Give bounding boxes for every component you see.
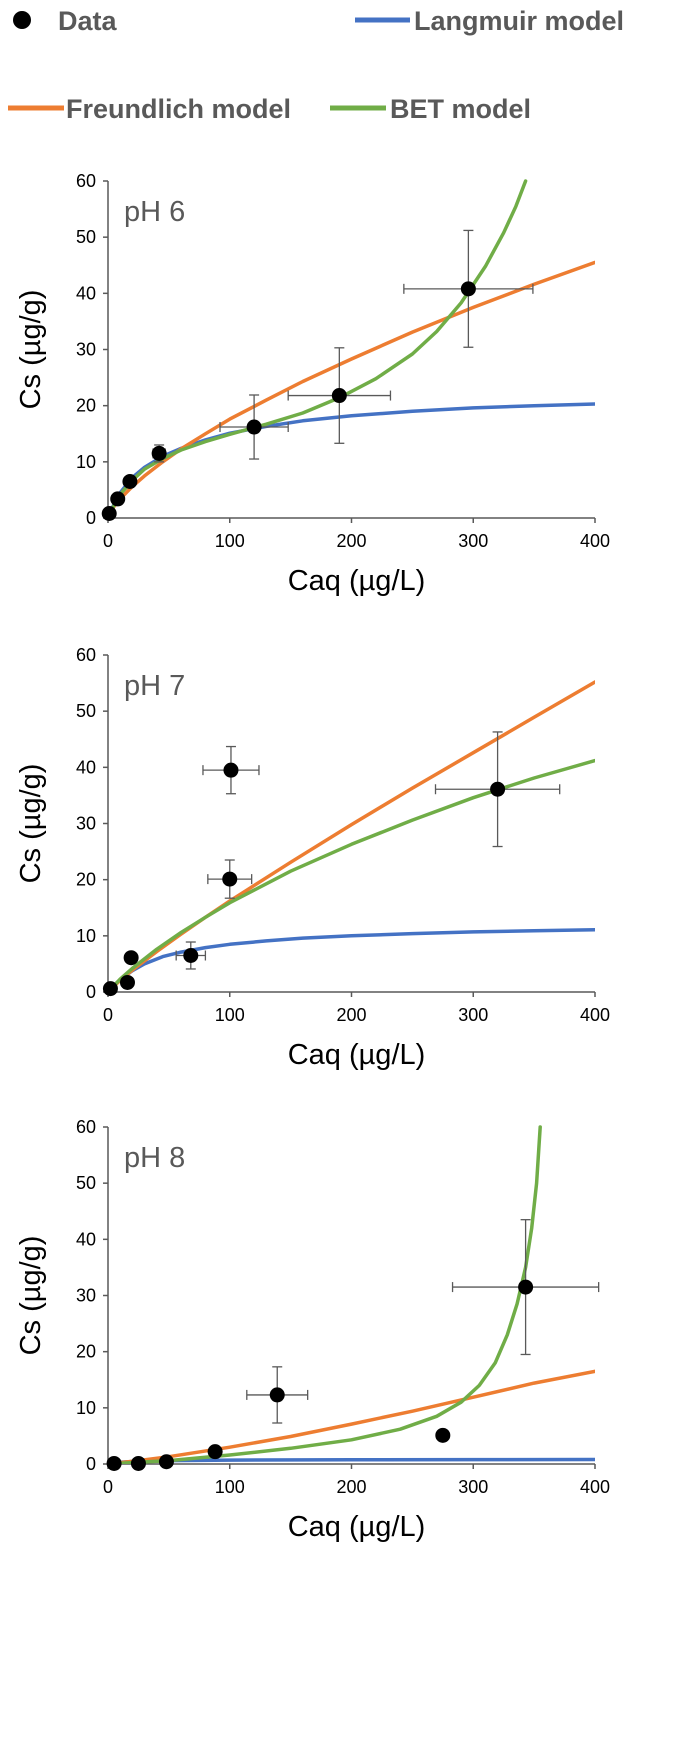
data-point xyxy=(122,473,138,489)
model-curves xyxy=(108,680,595,992)
y-tick-label: 0 xyxy=(86,508,96,528)
chart-ph7: 0 10 20 30 40 50 60 0 100 200 300 400 Caq (µg/L) Cs (… xyxy=(15,645,610,1071)
freundlich-curve xyxy=(108,1369,595,1464)
chart-ph6: 0 10 20 30 40 50 60 0 100 200 300 400 Caq (µg/L) Cs (… xyxy=(15,171,610,597)
y-axis-title: Cs (µg/g) xyxy=(15,290,47,410)
bet-curve xyxy=(108,758,595,992)
data-point xyxy=(151,445,167,461)
x-axis-title: Caq (µg/L) xyxy=(288,1039,426,1071)
freundlich-curve xyxy=(108,680,595,992)
legend-data-marker xyxy=(13,11,31,29)
x-tick-label: 300 xyxy=(458,531,488,551)
x-tick-label: 0 xyxy=(103,1477,113,1497)
y-axis-title: Cs (µg/g) xyxy=(15,1236,47,1356)
y-axis-title: Cs (µg/g) xyxy=(15,764,47,884)
panel-title: pH 6 xyxy=(124,196,185,228)
legend-label-freundlich: Freundlich model xyxy=(66,94,291,124)
legend: Data Langmuir model Freundlich model BET… xyxy=(8,6,624,124)
legend-label-bet: BET model xyxy=(390,94,531,124)
y-tick-label: 40 xyxy=(76,757,96,777)
x-tick-label: 100 xyxy=(215,531,245,551)
x-tick-label: 0 xyxy=(103,1005,113,1025)
x-tick-label: 400 xyxy=(580,1477,610,1497)
y-tick-label: 50 xyxy=(76,1173,96,1193)
model-curves xyxy=(108,1125,595,1464)
y-tick-label: 0 xyxy=(86,982,96,1002)
data-point xyxy=(269,1387,285,1403)
data-point xyxy=(331,388,347,404)
y-tick-label: 20 xyxy=(76,1342,96,1362)
x-tick-label: 0 xyxy=(103,531,113,551)
data-point xyxy=(518,1279,534,1295)
panel-title: pH 7 xyxy=(124,670,185,702)
data-point xyxy=(102,981,118,997)
x-tick-label: 400 xyxy=(580,531,610,551)
y-tick-label: 10 xyxy=(76,452,96,472)
y-tick-label: 40 xyxy=(76,283,96,303)
data-point xyxy=(158,1454,174,1470)
data-point xyxy=(106,1455,122,1471)
y-tick-label: 10 xyxy=(76,926,96,946)
y-tick-label: 60 xyxy=(76,171,96,191)
model-curves xyxy=(108,179,595,518)
y-tick-label: 10 xyxy=(76,1398,96,1418)
x-axis-title: Caq (µg/L) xyxy=(288,565,426,597)
data-point xyxy=(101,506,117,522)
freundlich-curve xyxy=(108,260,595,518)
data-point xyxy=(130,1455,146,1471)
x-tick-label: 300 xyxy=(458,1477,488,1497)
y-tick-label: 20 xyxy=(76,396,96,416)
x-tick-label: 100 xyxy=(215,1477,245,1497)
y-tick-label: 40 xyxy=(76,1229,96,1249)
langmuir-curve xyxy=(108,402,595,518)
y-tick-label: 50 xyxy=(76,701,96,721)
data-point xyxy=(222,871,238,887)
bet-curve xyxy=(108,179,528,518)
data-point xyxy=(110,491,126,507)
panel-title: pH 8 xyxy=(124,1142,185,1174)
legend-label-data: Data xyxy=(58,6,118,36)
y-tick-label: 60 xyxy=(76,645,96,665)
legend-label-langmuir: Langmuir model xyxy=(414,6,624,36)
bet-curve xyxy=(108,1125,542,1464)
y-tick-label: 0 xyxy=(86,1454,96,1474)
x-tick-label: 300 xyxy=(458,1005,488,1025)
x-tick-label: 200 xyxy=(336,531,366,551)
y-tick-label: 50 xyxy=(76,227,96,247)
data-point xyxy=(123,950,139,966)
y-tick-label: 60 xyxy=(76,1117,96,1137)
data-point xyxy=(490,781,506,797)
y-tick-label: 30 xyxy=(76,814,96,834)
x-tick-label: 100 xyxy=(215,1005,245,1025)
y-tick-label: 30 xyxy=(76,1286,96,1306)
chart-ph8: 0 10 20 30 40 50 60 0 100 200 300 400 Caq (µg/L) Cs (… xyxy=(15,1117,610,1543)
data-point xyxy=(246,419,262,435)
data-point xyxy=(460,281,476,297)
x-axis-title: Caq (µg/L) xyxy=(288,1511,426,1543)
y-tick-label: 20 xyxy=(76,870,96,890)
x-tick-label: 400 xyxy=(580,1005,610,1025)
x-tick-label: 200 xyxy=(336,1477,366,1497)
y-tick-label: 30 xyxy=(76,340,96,360)
data-point xyxy=(183,947,199,963)
data-point xyxy=(119,974,135,990)
data-point xyxy=(207,1444,223,1460)
data-point xyxy=(223,762,239,778)
x-tick-label: 200 xyxy=(336,1005,366,1025)
langmuir-curve xyxy=(108,927,595,992)
data-point xyxy=(435,1427,451,1443)
